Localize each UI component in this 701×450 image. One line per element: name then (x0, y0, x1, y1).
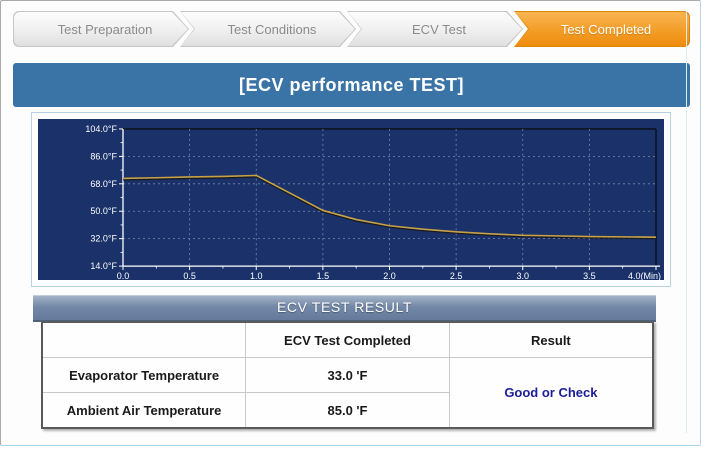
header-cell-result: Result (448, 321, 654, 358)
svg-text:104.0°F: 104.0°F (85, 124, 117, 134)
svg-text:68.0°F: 68.0°F (90, 179, 117, 189)
step-test-conditions[interactable]: Test Conditions (180, 11, 356, 47)
wizard-steps: Test Preparation Test Conditions ECV Tes… (13, 11, 690, 47)
svg-text:1.0: 1.0 (250, 271, 263, 280)
header-cell-test-completed: ECV Test Completed (245, 321, 450, 358)
table-row: Evaporator Temperature 33.0 'F Good or C… (41, 357, 654, 429)
svg-text:3.5: 3.5 (583, 271, 596, 280)
step-label: Test Completed (560, 21, 652, 37)
header-cell-blank (41, 321, 247, 358)
row-label-evaporator: Evaporator Temperature (41, 357, 247, 393)
svg-text:2.0: 2.0 (383, 271, 396, 280)
svg-text:50.0°F: 50.0°F (90, 206, 117, 216)
step-label: Test Conditions (227, 21, 317, 37)
svg-text:4.0(Min): 4.0(Min) (628, 271, 661, 280)
result-title-text: ECV TEST RESULT (276, 299, 413, 315)
page-title: [ECV performance TEST] (238, 74, 465, 95)
result-table: ECV Test Completed Result Evaporator Tem… (41, 321, 654, 429)
svg-text:1.5: 1.5 (317, 271, 330, 280)
step-chevron-fill (348, 12, 522, 46)
svg-text:86.0°F: 86.0°F (90, 151, 117, 161)
row-value-ambient: 85.0 'F (245, 392, 450, 429)
frame-accent-line (686, 11, 687, 433)
svg-text:2.5: 2.5 (450, 271, 463, 280)
step-test-preparation[interactable]: Test Preparation (13, 11, 189, 47)
step-chevron-fill (181, 12, 355, 46)
title-bar: [ECV performance TEST] (13, 63, 690, 107)
table-row: Ambient Air Temperature 85.0 'F (41, 392, 653, 429)
svg-text:32.0°F: 32.0°F (90, 234, 117, 244)
svg-text:0.0: 0.0 (117, 271, 130, 280)
step-label: Test Preparation (57, 21, 153, 37)
step-ecv-test[interactable]: ECV Test (347, 11, 523, 47)
row-label-ambient: Ambient Air Temperature (41, 392, 247, 429)
svg-text:14.0°F: 14.0°F (90, 261, 117, 271)
temperature-chart: 104.0°F 86.0°F 68.0°F 50.0°F 32.0°F 14.0°F 0.0… (38, 119, 664, 280)
chart-panel: 104.0°F 86.0°F 68.0°F 50.0°F 32.0°F 14.0°F 0.0… (31, 112, 671, 287)
step-test-completed[interactable]: Test Completed (514, 11, 690, 47)
step-label: ECV Test (412, 21, 466, 37)
step-chevron-fill (515, 12, 689, 46)
table-header-row: ECV Test Completed Result (41, 321, 654, 358)
result-value: Good or Check (448, 357, 654, 429)
result-title-bar: ECV TEST RESULT (33, 295, 656, 322)
svg-text:3.0: 3.0 (516, 271, 529, 280)
row-value-evaporator: 33.0 'F (245, 357, 450, 393)
step-chevron-fill (14, 12, 188, 46)
svg-text:0.5: 0.5 (183, 271, 196, 280)
